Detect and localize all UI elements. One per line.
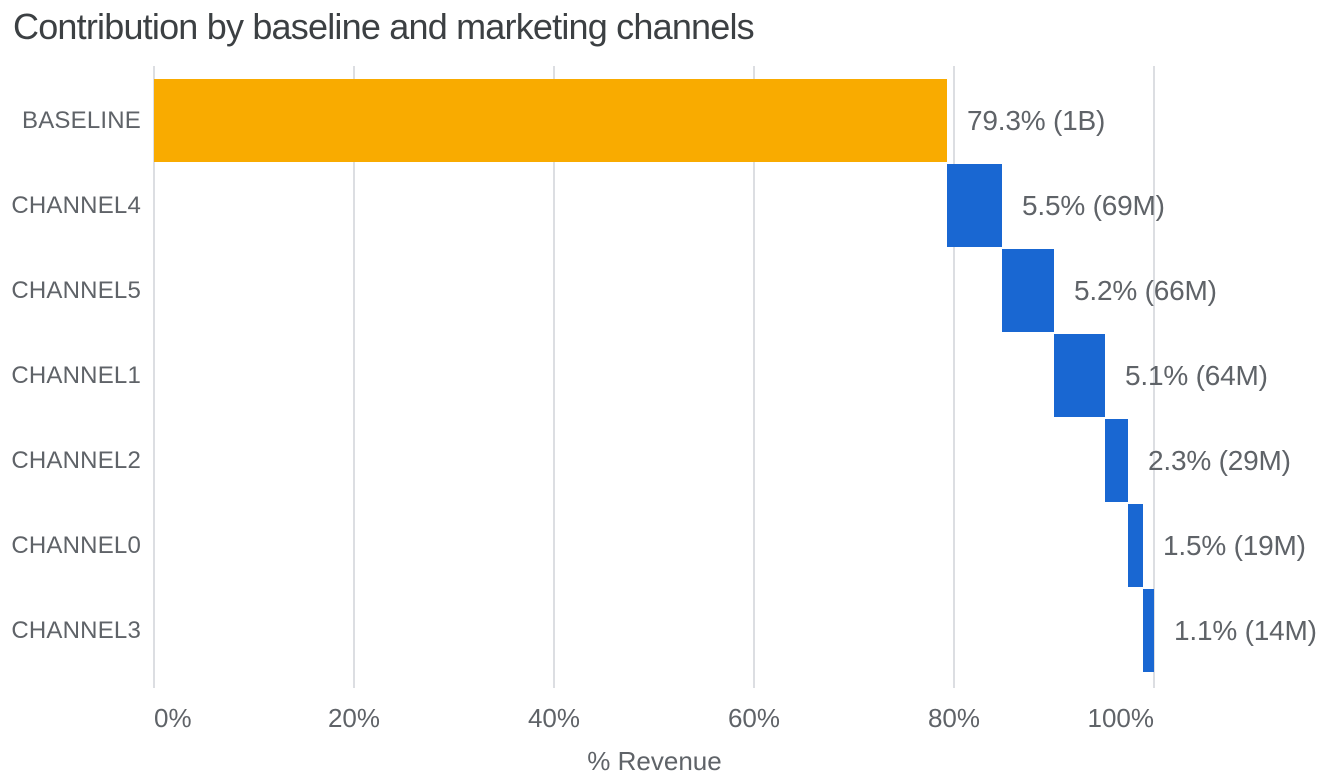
- gridline-40%: [553, 66, 555, 688]
- x-tick-label-20%: 20%: [327, 703, 381, 733]
- bar-channel4: [947, 164, 1002, 247]
- bar-channel0: [1128, 504, 1143, 587]
- value-label-channel4: 5.5% (69M): [1022, 189, 1165, 221]
- value-label-channel0: 1.5% (19M): [1163, 529, 1306, 561]
- x-tick-label-60%: 60%: [727, 703, 781, 733]
- category-label-channel0: CHANNEL0: [11, 531, 141, 559]
- gridline-0%: [153, 66, 155, 688]
- x-tick-label-0%: 0%: [154, 703, 192, 733]
- chart-title: Contribution by baseline and marketing c…: [13, 6, 755, 47]
- x-axis-title: % Revenue: [587, 746, 722, 776]
- category-label-baseline: BASELINE: [22, 106, 141, 134]
- value-label-channel5: 5.2% (66M): [1074, 274, 1217, 306]
- value-label-channel2: 2.3% (29M): [1148, 444, 1291, 476]
- bar-baseline: [154, 79, 947, 162]
- value-label-channel3: 1.1% (14M): [1174, 614, 1317, 646]
- bar-channel5: [1002, 249, 1054, 332]
- category-label-channel3: CHANNEL3: [11, 616, 141, 644]
- gridline-100%: [1153, 66, 1155, 688]
- gridline-60%: [753, 66, 755, 688]
- value-label-baseline: 79.3% (1B): [967, 104, 1106, 136]
- category-label-channel4: CHANNEL4: [11, 191, 141, 219]
- value-label-channel1: 5.1% (64M): [1125, 359, 1268, 391]
- x-tick-label-40%: 40%: [527, 703, 581, 733]
- gridline-80%: [953, 66, 955, 688]
- gridline-20%: [353, 66, 355, 688]
- category-label-channel2: CHANNEL2: [11, 446, 141, 474]
- bar-channel2: [1105, 419, 1128, 502]
- category-label-channel5: CHANNEL5: [11, 276, 141, 304]
- x-tick-label-80%: 80%: [927, 703, 981, 733]
- x-tick-label-100%: 100%: [1087, 703, 1155, 733]
- bar-channel3: [1143, 589, 1154, 672]
- bar-channel1: [1054, 334, 1105, 417]
- category-label-channel1: CHANNEL1: [11, 361, 141, 389]
